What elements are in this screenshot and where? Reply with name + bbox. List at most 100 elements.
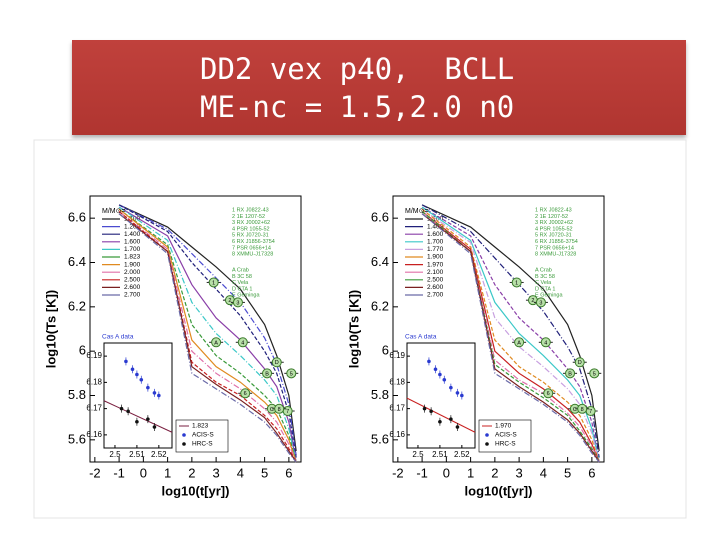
inset-y-tick-label: 6.19 (86, 351, 102, 360)
inset-x-tick-label: 2.51 (129, 450, 145, 459)
source-label: 2 1E 1207-52 (232, 214, 265, 220)
y-tick-label: 6.2 (68, 298, 86, 313)
inset-legend-swatch (485, 433, 489, 437)
observation-label: 6 (244, 391, 247, 397)
legend-title: M/M⊙= (405, 208, 429, 215)
observation-label: 7 (286, 409, 289, 415)
x-tick-label: -1 (416, 465, 428, 480)
inset-point (119, 406, 124, 411)
cooling-curve (421, 213, 600, 463)
observation-label: 5 (593, 371, 596, 377)
figure-frame (33, 139, 687, 519)
inset-point (422, 406, 427, 411)
inset-legend-swatch (182, 442, 186, 446)
x-tick-label: 2 (188, 465, 195, 480)
inset-point (449, 385, 453, 390)
y-tick-label: 6.6 (371, 210, 389, 225)
remnant-label: C Vela (535, 280, 552, 286)
y-axis-label: log10(Ts [K]) (43, 290, 58, 368)
observation (240, 388, 251, 399)
inset-x-tick-label: 2.5 (109, 450, 121, 459)
inset-point (449, 417, 453, 421)
observation (232, 297, 243, 308)
legend-label: 2.100 (427, 269, 444, 276)
observation-label: 6 (547, 391, 550, 397)
observation-label: B (568, 371, 572, 377)
observation-label: A (517, 340, 521, 346)
inset-point (126, 409, 130, 414)
observation (237, 337, 248, 348)
remnant-label: E Geminga (535, 293, 563, 299)
inset-point (427, 359, 431, 364)
inset-model-line (406, 397, 476, 433)
cooling-curve (421, 208, 600, 463)
cooling-curve (118, 211, 297, 463)
legend-label: 2.500 (427, 277, 444, 284)
source-label: 5 RX J0720-31 (232, 233, 269, 239)
source-label: 7 PSR 0656+14 (535, 245, 574, 251)
y-axis-label: log10(Ts [K]) (346, 290, 361, 368)
x-tick-label: 6 (588, 465, 595, 480)
source-label: 1 RX J0822-43 (535, 207, 572, 213)
inset-model-line (103, 400, 173, 433)
observation-label: 2 (531, 298, 534, 304)
remnant-label: C Vela (232, 280, 249, 286)
legend-label: 1.823 (124, 254, 141, 261)
inset-legend-swatch (182, 433, 186, 437)
legend-title: M/M⊙= (102, 208, 126, 215)
observation-label: 3 (236, 300, 239, 306)
inset-point (455, 425, 460, 429)
remnant-label: A Crab (232, 267, 249, 273)
source-label: 6 RX J1856-3754 (535, 239, 578, 245)
cooling-curve (421, 211, 600, 463)
x-tick-label: 4 (237, 465, 244, 480)
inset-title: Cas A data (405, 334, 437, 341)
inset-legend-label: HRC-S (192, 441, 213, 448)
observation (514, 337, 525, 348)
x-axis-label: log10(t[yr]) (162, 483, 230, 498)
inset-legend-label: ACIS-S (192, 432, 214, 439)
inset-y-tick-label: 6.17 (389, 404, 405, 413)
cooling-curve (118, 213, 297, 463)
legend-label: 1.400 (427, 223, 444, 230)
observation-label: A (214, 340, 218, 346)
observation (274, 403, 285, 414)
inset-y-tick-label: 6.18 (86, 377, 102, 386)
inset-point (146, 385, 150, 390)
observation-label: 4 (241, 340, 244, 346)
x-tick-label: 2 (491, 465, 498, 480)
cooling-curve (421, 211, 600, 463)
observation (262, 368, 273, 379)
inset-point (130, 367, 135, 372)
source-label: 1 RX J0822-43 (232, 207, 269, 213)
observation (535, 297, 546, 308)
source-label: 8 XMMU-J17328 (232, 252, 273, 258)
y-tick-label: 5.6 (68, 431, 86, 446)
y-tick-label: 6.4 (371, 254, 389, 269)
legend-label: 2.000 (124, 269, 141, 276)
x-tick-label: 3 (515, 465, 522, 480)
observation-label: 7 (589, 409, 592, 415)
inset-y-tick-label: 6.16 (86, 430, 102, 439)
observation (511, 277, 522, 288)
legend-label: 2.700 (124, 292, 141, 299)
observation-label: B (265, 371, 269, 377)
inset-legend-label: 1.970 (495, 423, 512, 430)
observation (211, 337, 222, 348)
x-tick-label: 5 (564, 465, 571, 480)
legend-label: 1.400 (124, 231, 141, 238)
inset-point (442, 377, 447, 382)
cooling-curve (118, 208, 297, 463)
cooling-curve (118, 204, 297, 451)
observation-label: 1 (212, 280, 215, 286)
y-tick-label: 5.8 (371, 387, 389, 402)
title-banner: DD2 vex p40, BCLL ME-nc = 1.5,2.0 n0 (72, 40, 686, 135)
x-tick-label: -2 (392, 465, 404, 480)
cooling-curve (421, 208, 600, 463)
inset-title: Cas A data (102, 334, 134, 341)
source-label: 5 RX J0720-31 (535, 233, 572, 239)
inset-y-tick-label: 6.17 (86, 404, 102, 413)
source-label: 6 RX J1856-3754 (232, 239, 275, 245)
legend-label: 1.100 (427, 216, 444, 223)
